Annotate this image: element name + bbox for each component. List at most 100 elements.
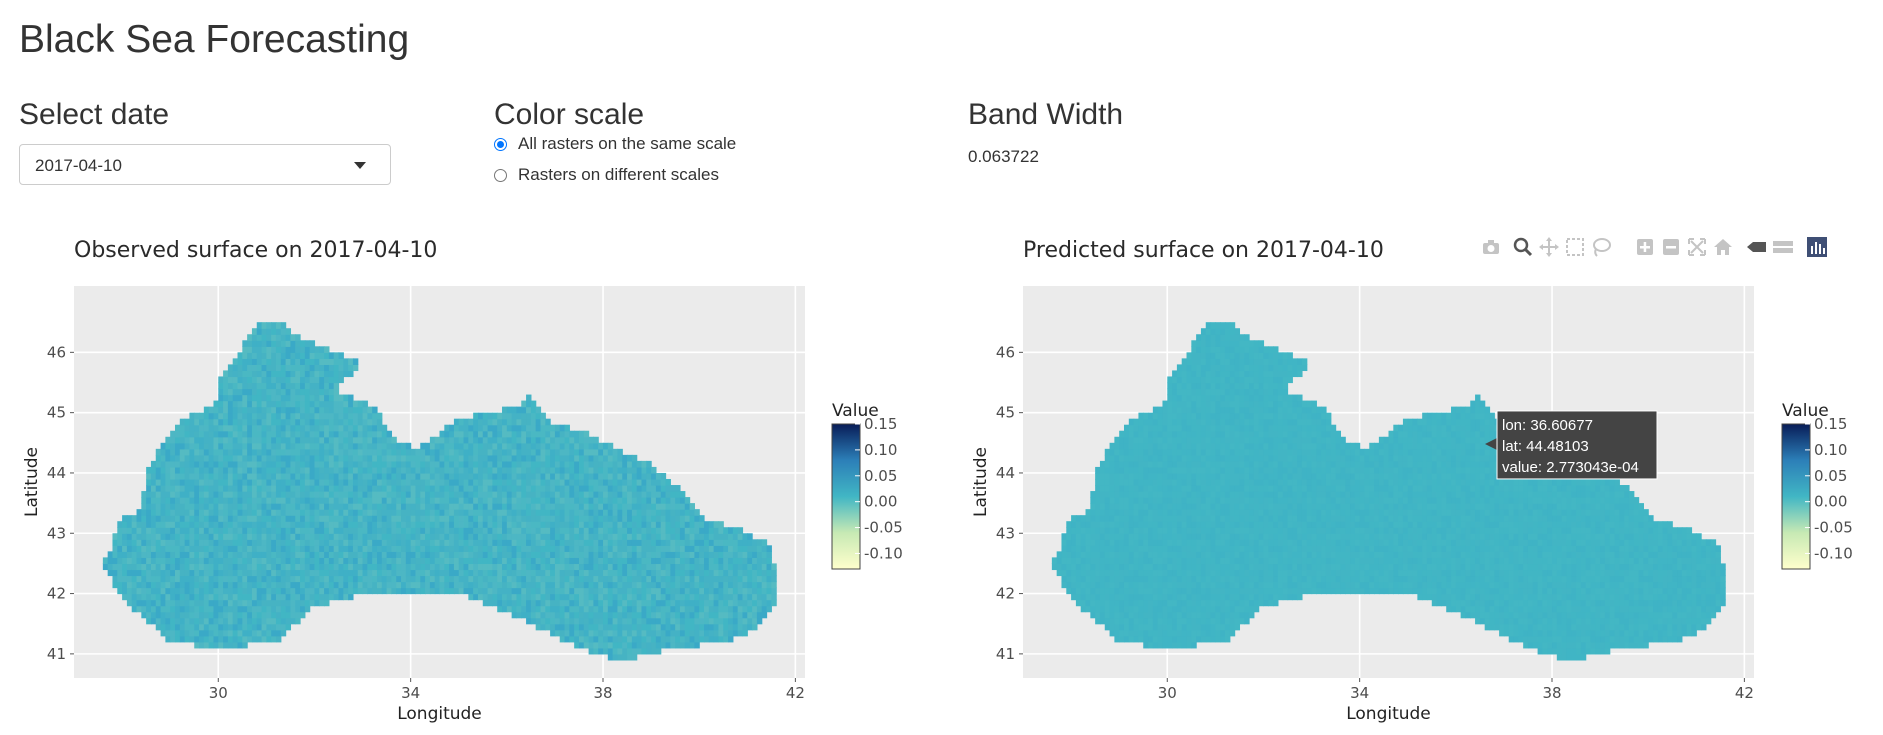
- predicted-raster[interactable]: [1051, 322, 1726, 661]
- raster-cell: [275, 412, 282, 420]
- raster-cell: [300, 340, 306, 347]
- raster-cell: [251, 400, 258, 408]
- raster-cell: [179, 491, 186, 498]
- raster-cell: [242, 346, 248, 353]
- raster-cell: [396, 539, 402, 546]
- reset-axes-icon[interactable]: [1710, 234, 1736, 260]
- raster-cell: [271, 448, 277, 456]
- raster-cell: [223, 454, 229, 462]
- pan-icon[interactable]: [1536, 234, 1562, 260]
- raster-cell: [631, 563, 638, 571]
- raster-cell: [506, 478, 513, 486]
- camera-icon[interactable]: [1478, 234, 1504, 260]
- raster-cell: [232, 460, 239, 468]
- raster-cell: [170, 491, 176, 498]
- lasso-icon[interactable]: [1588, 234, 1614, 260]
- raster-cell: [468, 418, 474, 426]
- raster-cell: [232, 551, 239, 558]
- raster-cell: [670, 641, 676, 649]
- box-select-icon[interactable]: [1562, 234, 1588, 260]
- raster-cell: [213, 478, 219, 486]
- raster-cell: [655, 623, 662, 631]
- raster-cell: [631, 575, 638, 583]
- raster-cell: [295, 485, 301, 492]
- spike-lines-icon[interactable]: [1744, 234, 1770, 260]
- raster-cell: [415, 497, 421, 504]
- raster-cell: [439, 478, 445, 486]
- raster-cell: [429, 521, 436, 528]
- raster-cell: [223, 539, 229, 546]
- compare-hover-icon[interactable]: [1770, 234, 1796, 260]
- raster-cell: [256, 533, 263, 540]
- raster-cell: [1085, 569, 1091, 577]
- raster-cell: [285, 466, 292, 474]
- observed-raster[interactable]: [102, 322, 777, 661]
- raster-cell: [256, 358, 263, 365]
- raster-cell: [1085, 599, 1091, 607]
- raster-cell: [627, 569, 633, 577]
- raster-cell: [170, 557, 176, 565]
- raster-cell: [376, 454, 383, 462]
- radio-same-scale[interactable]: All rasters on the same scale: [494, 132, 736, 156]
- raster-cell: [396, 491, 402, 498]
- zoom-in-icon[interactable]: [1632, 234, 1658, 260]
- raster-cell: [530, 454, 537, 462]
- raster-cell: [208, 527, 215, 534]
- raster-cell: [328, 569, 335, 577]
- raster-cell: [684, 569, 691, 577]
- raster-cell: [223, 418, 229, 426]
- raster-cell: [550, 587, 556, 595]
- raster-cell: [338, 454, 344, 462]
- raster-cell: [1138, 593, 1144, 601]
- raster-cell: [569, 497, 575, 504]
- raster-cell: [165, 436, 171, 444]
- radio-checked-icon[interactable]: [494, 137, 507, 151]
- raster-cell: [304, 406, 311, 414]
- raster-cell: [401, 454, 407, 462]
- raster-cell: [333, 412, 340, 420]
- raster-cell: [348, 569, 354, 577]
- raster-cell: [415, 581, 421, 589]
- raster-cell: [444, 569, 450, 577]
- raster-cell: [641, 491, 647, 498]
- raster-cell: [593, 605, 599, 613]
- raster-cell: [545, 539, 551, 546]
- raster-cell: [410, 533, 417, 540]
- radio-unchecked-icon[interactable]: [494, 168, 507, 182]
- autoscale-icon[interactable]: [1684, 234, 1710, 260]
- raster-cell: [290, 605, 296, 613]
- raster-cell: [203, 539, 210, 546]
- raster-cell: [641, 611, 647, 619]
- radio-different-scales[interactable]: Rasters on different scales: [494, 163, 719, 187]
- raster-cell: [679, 545, 686, 552]
- zoom-icon[interactable]: [1510, 234, 1536, 260]
- raster-cell: [410, 485, 417, 492]
- raster-cell: [723, 605, 729, 613]
- raster-cell: [256, 364, 263, 372]
- plotly-logo-icon[interactable]: [1804, 234, 1830, 260]
- raster-cell: [208, 454, 215, 462]
- raster-cell: [266, 388, 272, 396]
- raster-cell: [170, 623, 176, 631]
- raster-cell: [242, 557, 248, 565]
- raster-cell: [223, 436, 229, 444]
- raster-cell: [333, 575, 340, 583]
- raster-cell: [199, 491, 205, 498]
- raster-cell: [665, 503, 671, 510]
- raster-cell: [261, 557, 267, 565]
- raster-cell: [179, 599, 186, 607]
- raster-cell: [194, 563, 200, 571]
- raster-cell: [617, 581, 623, 589]
- raster-cell: [203, 424, 210, 432]
- date-select[interactable]: 2017-04-10: [19, 144, 391, 185]
- raster-cell: [583, 442, 590, 450]
- raster-cell: [1128, 424, 1135, 432]
- raster-cell: [482, 557, 489, 565]
- raster-cell: [275, 448, 282, 456]
- raster-cell: [492, 497, 498, 504]
- raster-cell: [266, 527, 272, 534]
- raster-cell: [372, 539, 378, 546]
- zoom-out-icon[interactable]: [1658, 234, 1684, 260]
- raster-cell: [189, 491, 195, 498]
- raster-cell: [261, 527, 267, 534]
